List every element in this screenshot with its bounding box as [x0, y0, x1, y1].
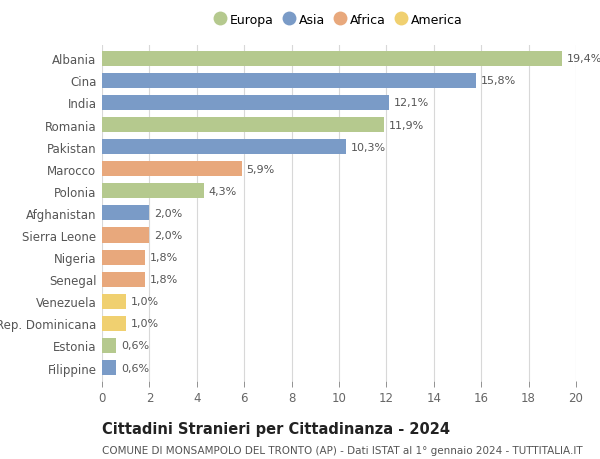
Bar — [102, 118, 384, 133]
Text: 1,8%: 1,8% — [149, 252, 178, 263]
Text: 0,6%: 0,6% — [121, 341, 149, 351]
Bar — [102, 338, 116, 353]
Bar — [102, 140, 346, 155]
Bar — [102, 51, 562, 67]
Legend: Europa, Asia, Africa, America: Europa, Asia, Africa, America — [210, 9, 468, 32]
Text: 1,0%: 1,0% — [130, 319, 158, 329]
Bar — [102, 184, 204, 199]
Text: Cittadini Stranieri per Cittadinanza - 2024: Cittadini Stranieri per Cittadinanza - 2… — [102, 421, 450, 436]
Bar — [102, 162, 242, 177]
Text: 2,0%: 2,0% — [154, 230, 182, 241]
Text: 0,6%: 0,6% — [121, 363, 149, 373]
Text: 11,9%: 11,9% — [389, 120, 424, 130]
Bar — [102, 272, 145, 287]
Bar — [102, 96, 389, 111]
Bar — [102, 74, 476, 89]
Text: 12,1%: 12,1% — [394, 98, 429, 108]
Text: 1,0%: 1,0% — [130, 297, 158, 307]
Bar — [102, 250, 145, 265]
Bar — [102, 228, 149, 243]
Text: 19,4%: 19,4% — [566, 54, 600, 64]
Bar — [102, 206, 149, 221]
Text: 2,0%: 2,0% — [154, 208, 182, 218]
Text: 4,3%: 4,3% — [209, 186, 237, 196]
Bar — [102, 316, 126, 331]
Text: 10,3%: 10,3% — [351, 142, 386, 152]
Text: 5,9%: 5,9% — [247, 164, 275, 174]
Bar — [102, 360, 116, 375]
Text: 1,8%: 1,8% — [149, 274, 178, 285]
Text: COMUNE DI MONSAMPOLO DEL TRONTO (AP) - Dati ISTAT al 1° gennaio 2024 - TUTTITALI: COMUNE DI MONSAMPOLO DEL TRONTO (AP) - D… — [102, 445, 583, 454]
Bar — [102, 294, 126, 309]
Text: 15,8%: 15,8% — [481, 76, 517, 86]
